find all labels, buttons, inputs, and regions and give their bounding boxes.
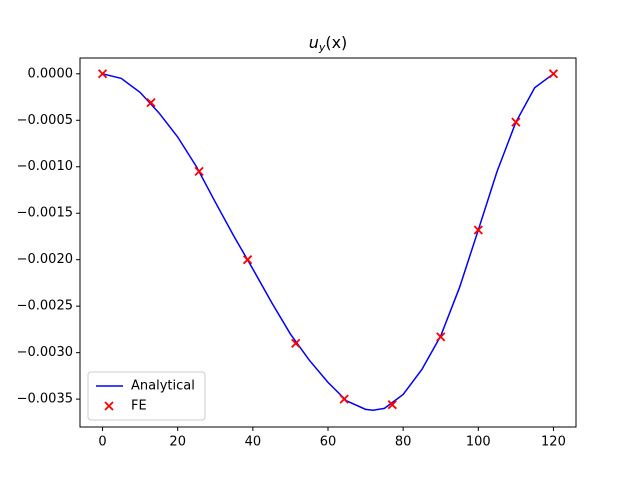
- marker-stroke: [339, 394, 349, 404]
- x-tick-label: 120: [541, 435, 566, 450]
- fe-marker: [548, 69, 559, 79]
- legend-box: [87, 371, 206, 421]
- y-tick-label: 0.0000: [28, 66, 74, 81]
- marker-stroke: [291, 338, 301, 348]
- fe-marker: [242, 255, 253, 265]
- marker-stroke: [548, 69, 559, 79]
- legend-label: Analytical: [131, 379, 195, 394]
- x-tick-label: 20: [169, 435, 186, 450]
- y-tick-label: −0.0020: [17, 252, 73, 267]
- marker-stroke: [511, 117, 521, 127]
- fe-marker: [387, 400, 397, 410]
- fe-marker: [511, 117, 521, 127]
- y-tick-label: −0.0015: [17, 206, 73, 221]
- title-rest: (x): [325, 33, 347, 52]
- y-tick-label: −0.0025: [17, 299, 73, 314]
- marker-stroke: [146, 97, 156, 108]
- legend-marker: [104, 401, 114, 411]
- fe-marker: [97, 69, 108, 79]
- x-tick-label: 100: [466, 435, 491, 450]
- chart-title: uy(x): [309, 33, 348, 55]
- fe-marker: [339, 394, 349, 404]
- analytical-line: [102, 73, 554, 412]
- y-tick-label: −0.0005: [17, 113, 73, 128]
- fe-marker: [194, 166, 204, 177]
- title-subscript: y: [318, 41, 326, 54]
- y-tick-label: −0.0030: [17, 345, 73, 360]
- legend-label: FE: [131, 399, 147, 414]
- marker-stroke: [242, 255, 253, 265]
- axes-frame: [79, 57, 577, 428]
- y-tick-label: −0.0010: [17, 159, 73, 174]
- marker-stroke: [97, 69, 108, 79]
- x-tick-label: 0: [98, 435, 106, 450]
- fe-marker: [146, 97, 156, 108]
- x-tick-label: 80: [395, 435, 412, 450]
- x-tick-label: 60: [320, 435, 337, 450]
- x-tick-label: 40: [245, 435, 262, 450]
- marker-stroke: [473, 225, 483, 235]
- fe-marker: [473, 225, 483, 235]
- fe-marker: [291, 338, 301, 348]
- fe-marker: [436, 332, 446, 342]
- y-tick-label: −0.0035: [17, 392, 73, 407]
- marker-stroke: [104, 401, 114, 411]
- marker-stroke: [194, 166, 204, 177]
- marker-stroke: [387, 400, 397, 410]
- marker-stroke: [436, 332, 446, 342]
- title-main: u: [309, 33, 319, 52]
